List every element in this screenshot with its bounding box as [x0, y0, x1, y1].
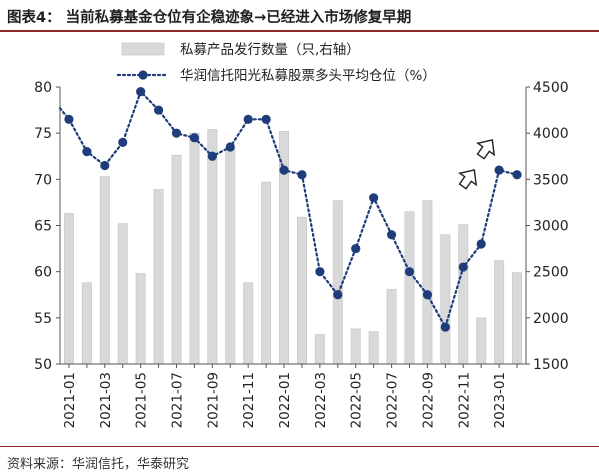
- bar-2021-07: [171, 155, 182, 365]
- x-tick-label: 2021-09: [205, 372, 221, 428]
- title-divider: [0, 30, 599, 32]
- arrow-up-icon-shape: [476, 139, 496, 160]
- left-tick-label: 65: [34, 219, 52, 235]
- bar-2022-11: [458, 224, 469, 365]
- left-tick-label: 75: [34, 126, 52, 142]
- title-bar: 图表4： 当前私募基金仓位有企稳迹象→已经进入市场修复早期: [0, 0, 599, 30]
- arrow-up-icon: [476, 139, 496, 160]
- position-point-2022-12: [476, 239, 486, 249]
- right-tick-label: 3500: [533, 172, 569, 188]
- position-point-2021-06: [153, 105, 164, 115]
- position-point-2022-06: [369, 193, 379, 203]
- position-point-2022-02: [297, 170, 307, 180]
- chart-area: 50 55 60 65 70 75 80 1500 2000 2500 3000 3500 4000 45…: [0, 31, 599, 445]
- bar-2022-09: [422, 200, 433, 365]
- bar-2021-03: [99, 176, 110, 365]
- source-note: 资料来源：华润信托，华泰研究: [7, 457, 190, 472]
- x-tick-label: 2022-01: [277, 372, 293, 428]
- bar-2022-04: [332, 200, 343, 365]
- position-point-2022-11: [458, 262, 468, 272]
- bar-2022-05: [350, 328, 361, 365]
- x-tick-label: 2022-03: [313, 372, 329, 428]
- position-point-2021-04: [118, 137, 128, 147]
- x-tick-label: 2022-05: [349, 372, 365, 428]
- x-tick-label: 2021-07: [170, 372, 186, 428]
- position-point-2021-11: [243, 114, 253, 124]
- arrow-up-icon-shape: [458, 169, 478, 190]
- right-tick-label: 2000: [533, 311, 569, 327]
- bar-2021-02: [81, 282, 92, 365]
- x-tick-label: 2021-05: [134, 372, 150, 428]
- bar-2022-03: [314, 334, 325, 365]
- x-tick-label: 2021-11: [241, 372, 257, 428]
- right-tick-label: 4000: [533, 126, 569, 142]
- bar-2021-11: [243, 282, 254, 365]
- bar-2021-04: [117, 223, 128, 365]
- bar-2021-10: [225, 148, 236, 365]
- legend-line-label: 华润信托阳光私募股票多头平均仓位（%）: [180, 67, 436, 84]
- bar-2021-06: [153, 189, 164, 365]
- left-tick-label: 80: [34, 80, 52, 96]
- bar-2021-08: [189, 132, 200, 365]
- position-point-2021-03: [100, 160, 110, 171]
- legend-line-marker: [138, 70, 148, 80]
- x-tick-label: 2022-07: [385, 372, 401, 428]
- bar-2021-12: [261, 181, 272, 365]
- source-divider: [0, 446, 599, 447]
- bar-2023-02: [512, 272, 522, 365]
- position-point-2022-09: [422, 290, 433, 300]
- right-tick-label: 2500: [533, 265, 569, 281]
- bar-2022-10: [440, 234, 451, 365]
- bar-2023-01: [494, 260, 505, 365]
- position-point-2021-05: [136, 87, 146, 97]
- position-point-2021-08: [189, 133, 200, 143]
- x-tick-label: 2021-01: [62, 372, 78, 428]
- left-tick-label: 70: [34, 172, 52, 188]
- x-tick-label: 2022-11: [456, 372, 472, 428]
- position-point-2021-10: [225, 142, 235, 152]
- position-point-2021-07: [171, 128, 182, 138]
- position-point-2023-01: [494, 165, 504, 175]
- legend-bar-swatch: [121, 42, 165, 56]
- position-point-2021-02: [82, 147, 92, 157]
- position-point-2023-02: [512, 170, 522, 180]
- chart-svg: 50 55 60 65 70 75 80 1500 2000 2500 3000 3500 4000 45…: [34, 42, 569, 428]
- position-point-2022-08: [404, 267, 415, 277]
- right-tick-label: 3000: [533, 219, 569, 235]
- position-point-2022-03: [315, 267, 325, 277]
- position-point-2022-05: [351, 243, 361, 254]
- bar-2021-05: [135, 273, 146, 365]
- left-tick-label: 55: [34, 311, 52, 327]
- bar-2022-07: [386, 288, 397, 365]
- bar-2022-12: [476, 317, 487, 365]
- position-point-2022-01: [279, 165, 289, 175]
- right-tick-label: 4500: [533, 80, 569, 96]
- position-point-2021-01: [64, 114, 74, 124]
- x-tick-label: 2022-09: [420, 372, 436, 428]
- left-tick-label: 50: [34, 357, 52, 373]
- bar-2022-06: [368, 331, 379, 365]
- right-tick-label: 1500: [533, 357, 569, 373]
- x-tick-label: 2023-01: [492, 372, 508, 428]
- bar-2021-01: [64, 213, 74, 365]
- position-point-2021-09: [207, 151, 217, 161]
- bar-2021-09: [207, 129, 218, 365]
- arrow-up-icon: [458, 169, 478, 190]
- left-tick-label: 60: [34, 265, 52, 281]
- x-tick-label: 2021-03: [98, 372, 114, 428]
- position-point-2022-10: [440, 322, 450, 332]
- chart-title: 图表4： 当前私募基金仓位有企稳迹象→已经进入市场修复早期: [7, 10, 412, 26]
- position-point-2022-07: [386, 230, 397, 240]
- bar-2022-02: [297, 216, 307, 365]
- bar-2022-08: [404, 211, 415, 365]
- position-point-2022-04: [333, 290, 343, 300]
- position-point-2021-12: [261, 114, 271, 124]
- legend-bar-label: 私募产品发行数量（只,右轴）: [180, 42, 360, 58]
